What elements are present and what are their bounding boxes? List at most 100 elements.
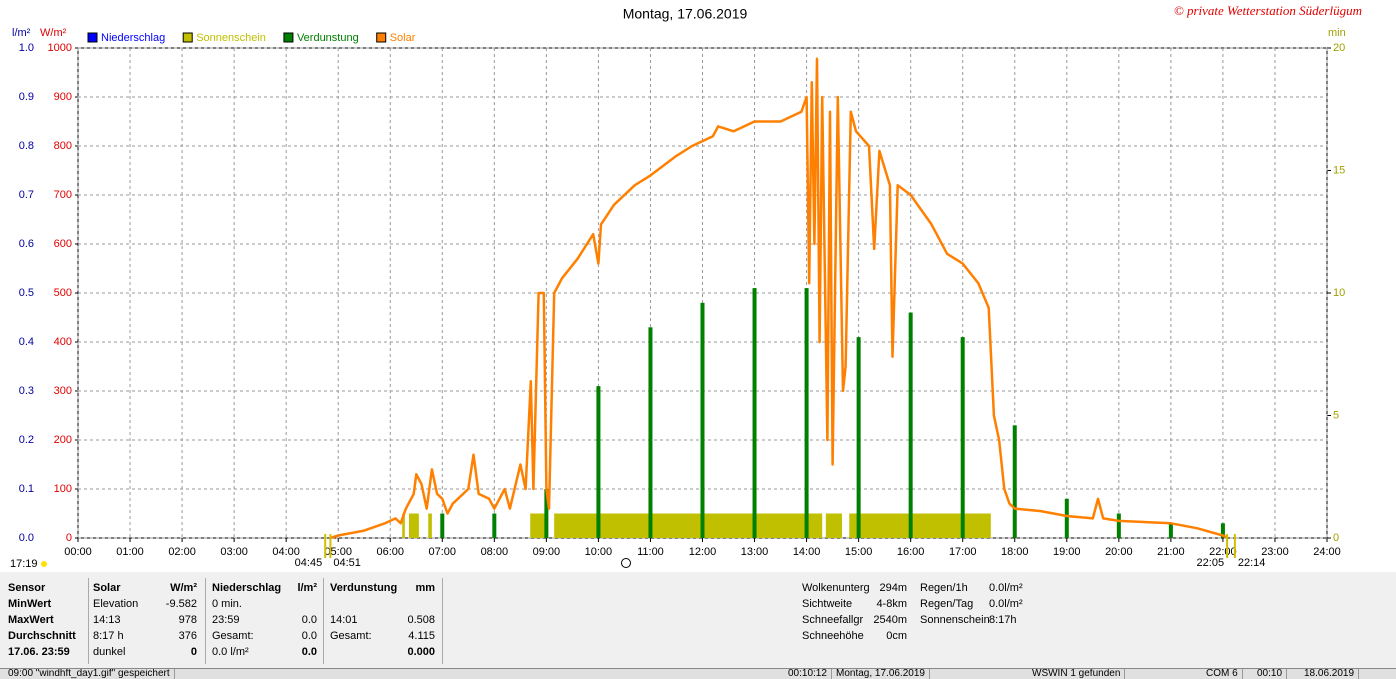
y2-tick-label: 5 xyxy=(1333,409,1339,421)
stats-cell: dunkel xyxy=(93,646,126,658)
chart-title: Montag, 17.06.2019 xyxy=(623,6,748,22)
y2-tick-label: 0 xyxy=(1333,532,1339,544)
sunshine-bar xyxy=(402,513,405,538)
y3-axis-label: l/m² xyxy=(12,27,31,39)
stats-cell: 8:17 h xyxy=(93,630,124,642)
y2-tick-label: 20 xyxy=(1333,42,1345,54)
evaporation-bar xyxy=(492,513,497,538)
evaporation-bar xyxy=(596,386,601,538)
day-length: 17:19 xyxy=(10,558,38,570)
info-value: 0.0l/m² xyxy=(989,582,1023,594)
stats-cell: 14:01 xyxy=(330,614,358,626)
evaporation-bar xyxy=(440,513,445,538)
evaporation-bar xyxy=(1064,498,1069,538)
stats-cell: 0.000 xyxy=(407,646,435,658)
stats-cell: 4.115 xyxy=(408,630,435,642)
sun-time: 22:14 xyxy=(1238,557,1266,569)
y-tick-label: 400 xyxy=(54,336,72,348)
info-value: 8:17h xyxy=(989,614,1017,626)
evaporation-bar xyxy=(1012,425,1017,538)
y3-tick-label: 0.2 xyxy=(19,434,34,446)
stats-cell: 0.0 l/m² xyxy=(212,646,249,658)
moon-icon xyxy=(621,558,631,568)
x-tick-label: 04:00 xyxy=(272,546,300,558)
status-field: COM 6 xyxy=(1202,669,1243,679)
info-label: Sichtweite xyxy=(802,598,853,610)
solar-line xyxy=(330,57,1229,540)
y3-tick-label: 0.6 xyxy=(19,238,34,250)
y-tick-label: 800 xyxy=(54,140,72,152)
y3-tick-label: 0.1 xyxy=(19,483,34,495)
status-field: Montag, 17.06.2019 xyxy=(832,669,930,679)
stats-cell: 0 min. xyxy=(212,598,242,610)
stats-cell: Elevation xyxy=(93,598,139,610)
legend-swatch xyxy=(182,32,193,43)
stats-cell: MaxWert xyxy=(8,614,54,626)
legend-swatch xyxy=(283,32,294,43)
evaporation-bar xyxy=(856,337,861,538)
separator xyxy=(323,578,324,664)
y3-tick-label: 0.4 xyxy=(19,336,34,348)
stats-cell: 0.0 xyxy=(301,630,317,642)
x-tick-label: 16:00 xyxy=(897,546,925,558)
info-value: 4-8km xyxy=(876,598,907,610)
y-axis-label: W/m² xyxy=(40,27,67,39)
y3-tick-label: 0.3 xyxy=(19,385,34,397)
y3-tick-label: 0.0 xyxy=(19,532,34,544)
info-value: 0.0l/m² xyxy=(989,598,1023,610)
stats-cell: 0.0 xyxy=(301,614,317,626)
evaporation-bar xyxy=(648,327,653,538)
y-tick-label: 500 xyxy=(54,287,72,299)
info-value: 2540m xyxy=(873,614,907,626)
x-tick-label: 23:00 xyxy=(1261,546,1289,558)
x-tick-label: 00:00 xyxy=(64,546,92,558)
x-tick-label: 08:00 xyxy=(481,546,509,558)
y3-tick-label: 0.9 xyxy=(19,91,34,103)
separator xyxy=(442,578,443,664)
separator xyxy=(205,578,206,664)
stats-cell: 978 xyxy=(178,614,197,626)
stats-cell: Niederschlag xyxy=(212,582,282,594)
legend-label: Niederschlag xyxy=(101,32,165,44)
status-field: 00:10 xyxy=(1253,669,1288,679)
evaporation-bar xyxy=(960,337,965,538)
x-tick-label: 10:00 xyxy=(585,546,613,558)
info-label: Schneehöhe xyxy=(802,630,864,642)
y-tick-label: 100 xyxy=(54,483,72,495)
stats-cell: Verdunstung xyxy=(330,582,398,594)
sun-time: 22:05 xyxy=(1197,557,1225,569)
stats-cell: Durchschnitt xyxy=(8,630,76,642)
stats-cell: 14:13 xyxy=(93,614,121,626)
evaporation-bar xyxy=(1116,513,1121,538)
evaporation-bar xyxy=(908,312,913,538)
info-value: 294m xyxy=(879,582,907,594)
y2-tick-label: 15 xyxy=(1333,164,1345,176)
info-label: Regen/Tag xyxy=(920,598,974,610)
evaporation-bar xyxy=(1220,523,1225,538)
info-label: Wolkenunterg xyxy=(802,582,870,594)
y3-tick-label: 1.0 xyxy=(19,42,34,54)
chart: Montag, 17.06.2019 © private Wetterstati… xyxy=(10,2,1362,570)
legend-swatch xyxy=(87,32,98,43)
legend-swatch xyxy=(376,32,387,43)
sunshine-bar xyxy=(825,513,842,538)
x-tick-label: 24:00 xyxy=(1313,546,1341,558)
x-tick-label: 22:00 xyxy=(1209,546,1237,558)
y-tick-label: 900 xyxy=(54,91,72,103)
y-tick-label: 700 xyxy=(54,189,72,201)
legend-label: Verdunstung xyxy=(297,32,359,44)
y-tick-label: 600 xyxy=(54,238,72,250)
x-tick-label: 21:00 xyxy=(1157,546,1185,558)
x-tick-label: 17:00 xyxy=(949,546,977,558)
sunshine-bar xyxy=(408,513,419,538)
stats-cell: Gesamt: xyxy=(330,630,372,642)
stats-cell: 23:59 xyxy=(212,614,240,626)
sunshine-bar xyxy=(428,513,432,538)
x-tick-label: 01:00 xyxy=(116,546,144,558)
sunshine-bar xyxy=(530,513,547,538)
status-field: 18.06.2019 xyxy=(1300,669,1360,679)
x-tick-label: 18:00 xyxy=(1001,546,1029,558)
x-tick-label: 11:00 xyxy=(637,546,664,558)
legend-label: Sonnenschein xyxy=(196,32,266,44)
legend-label: Solar xyxy=(390,32,416,44)
